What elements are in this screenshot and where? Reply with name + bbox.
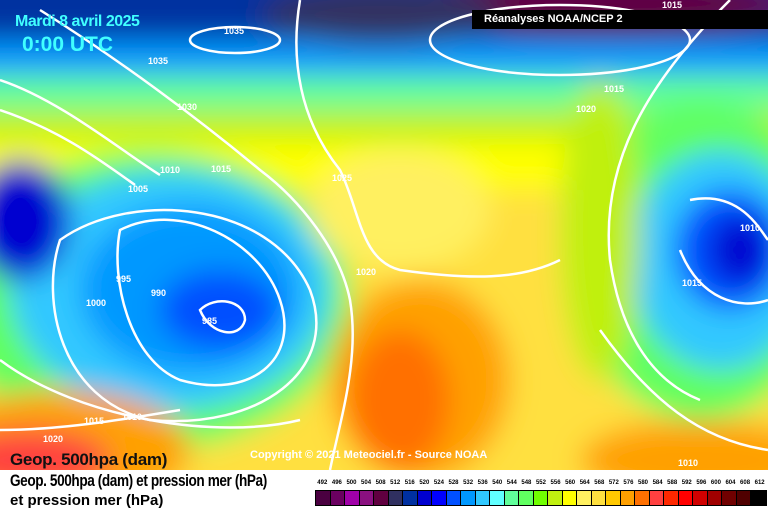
isobar-label: 1010	[160, 165, 180, 175]
isobar-label: 990	[151, 288, 166, 298]
scale-label: 608	[740, 480, 751, 486]
scale-swatch	[403, 491, 418, 505]
scale-swatch	[635, 491, 650, 505]
map-time: 0:00 UTC	[22, 33, 114, 56]
isobar-labels: 1035 1035 1030 1010 1005 1015 1025 1020 …	[43, 0, 760, 468]
isobar-label: 1015	[84, 416, 104, 426]
scale-label: 504	[361, 480, 372, 486]
color-scale-labels: 492 496 500 504 508 512 516 520 524 528 532 536 540 5…	[315, 480, 767, 486]
isobar-label: 1015	[211, 164, 231, 174]
scale-label: 592	[681, 480, 692, 486]
isobar-label: 1015	[604, 84, 624, 94]
scale-swatch	[316, 491, 331, 505]
scale-label: 524	[433, 480, 444, 486]
scale-label: 532	[463, 480, 474, 486]
scale-swatch	[359, 491, 375, 505]
scale-swatch	[461, 491, 476, 505]
isobar-label: 1025	[332, 173, 352, 183]
scale-label: 576	[623, 480, 634, 486]
scale-swatch	[432, 491, 447, 505]
scale-label: 552	[535, 480, 546, 486]
scale-swatch	[374, 491, 389, 505]
scale-label: 516	[404, 480, 415, 486]
scale-swatch	[722, 491, 737, 505]
map-date: Mardi 8 avril 2025	[15, 13, 140, 30]
scale-label: 588	[667, 480, 678, 486]
scale-swatch	[649, 491, 665, 505]
scale-label: 556	[550, 480, 561, 486]
isobars	[0, 0, 768, 470]
scale-label: 596	[696, 480, 707, 486]
scale-label: 560	[565, 480, 576, 486]
isobar-label: 1035	[224, 26, 244, 36]
scale-label: 600	[710, 480, 721, 486]
scale-swatch	[707, 491, 723, 505]
scale-label: 604	[725, 480, 736, 486]
scale-swatch	[678, 491, 694, 505]
scale-swatch	[533, 491, 549, 505]
scale-label: 540	[492, 480, 503, 486]
scale-swatch	[388, 491, 404, 505]
scale-swatch	[664, 491, 679, 505]
caption-line1: Geop. 500hpa (dam) et pression mer (hPa)	[10, 471, 267, 490]
scale-label: 572	[608, 480, 619, 486]
scale-label: 500	[346, 480, 357, 486]
caption-overlap: Geop. 500hpa (dam)	[10, 450, 168, 469]
scale-label: 544	[506, 480, 517, 486]
geopotential-field	[0, 0, 768, 470]
scale-label: 580	[638, 480, 649, 486]
copyright-text: Copyright © 2021 Meteociel.fr - Source N…	[250, 449, 488, 461]
isobar-label: 1020	[576, 104, 596, 114]
scale-swatch	[591, 491, 607, 505]
color-scale	[315, 490, 767, 506]
scale-swatch	[345, 491, 360, 505]
scale-label: 568	[594, 480, 605, 486]
isobar-label: 1030	[177, 102, 197, 112]
scale-swatch	[620, 491, 636, 505]
scale-swatch	[577, 491, 592, 505]
scale-label: 564	[579, 480, 590, 486]
scale-label: 584	[652, 480, 663, 486]
isobar-label: 1020	[43, 434, 63, 444]
isobar-label: 1010	[122, 412, 142, 422]
caption-line2: et pression mer (hPa)	[10, 492, 164, 509]
isobar-label: 1000	[86, 298, 106, 308]
scale-label: 536	[477, 480, 488, 486]
scale-swatch	[504, 491, 520, 505]
scale-swatch	[519, 491, 534, 505]
scale-label: 496	[331, 480, 342, 486]
weather-map: 1035 1035 1030 1010 1005 1015 1025 1020 …	[0, 0, 768, 470]
scale-swatch	[693, 491, 708, 505]
scale-label: 612	[754, 480, 765, 486]
isobar-label: 995	[116, 274, 131, 284]
isobar-label: 1010	[678, 458, 698, 468]
scale-swatch	[562, 491, 578, 505]
scale-label: 508	[375, 480, 386, 486]
scale-swatch	[751, 491, 766, 505]
scale-swatch	[548, 491, 563, 505]
scale-label: 548	[521, 480, 532, 486]
isobar-label: 1020	[356, 267, 376, 277]
isobar-label: 985	[202, 316, 217, 326]
isobar-label: 1015	[682, 278, 702, 288]
scale-label: 492	[317, 480, 328, 486]
scale-swatch	[417, 491, 433, 505]
scale-swatch	[736, 491, 752, 505]
isobar-label: 1010	[740, 223, 760, 233]
isobar-label: 1035	[148, 56, 168, 66]
scale-swatch	[330, 491, 346, 505]
isobar-label: 1005	[128, 184, 148, 194]
isobar-label: 1015	[662, 0, 682, 10]
scale-label: 528	[448, 480, 459, 486]
scale-label: 512	[390, 480, 401, 486]
scale-swatch	[475, 491, 491, 505]
scale-swatch	[446, 491, 462, 505]
scale-label: 520	[419, 480, 430, 486]
scale-swatch	[490, 491, 505, 505]
legend-footer: Geop. 500hpa (dam) et pression mer (hPa)…	[0, 470, 768, 512]
source-label: Réanalyses NOAA/NCEP 2	[472, 10, 768, 29]
scale-swatch	[606, 491, 621, 505]
